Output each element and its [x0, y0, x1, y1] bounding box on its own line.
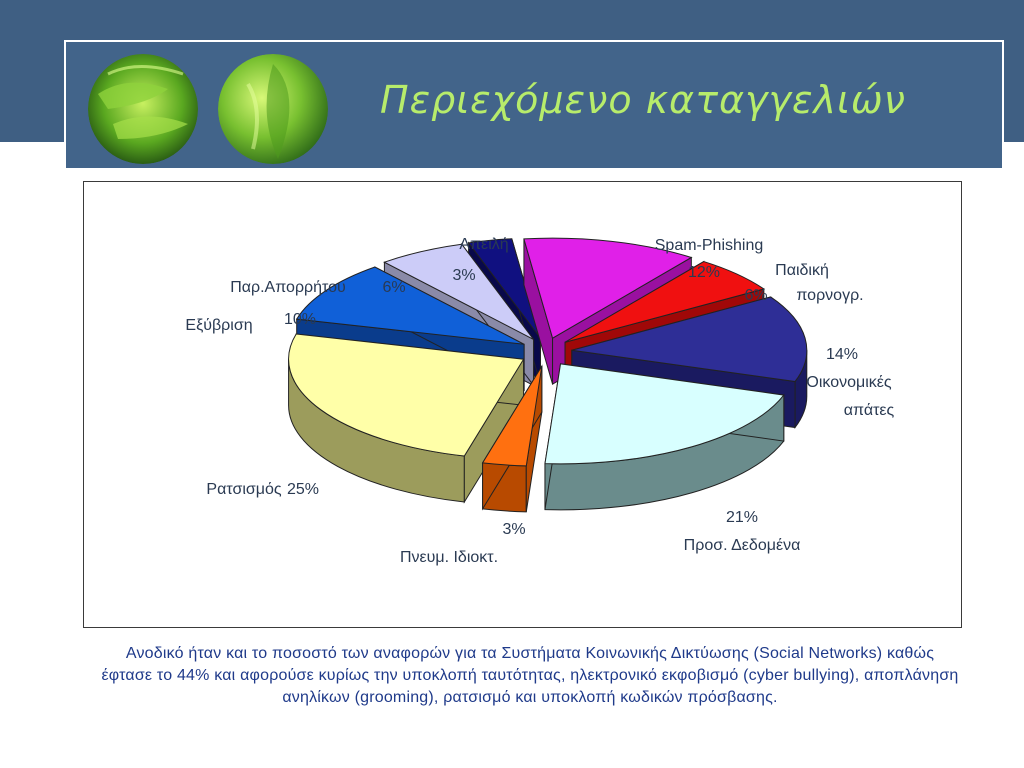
pie-slice-top — [544, 363, 785, 465]
slice-category-label: Παρ.Απορρήτου — [230, 279, 346, 296]
pie-slice — [481, 364, 543, 513]
chart-frame: Spam-Phishing 12% Παιδική πορνογρ. 6% 14% Οικο… — [83, 181, 962, 628]
slice-category-label: Ρατσισμός — [206, 481, 281, 498]
slice-percent-label: 14% — [826, 346, 858, 363]
slice-percent-label: 3% — [452, 267, 475, 284]
pie-slice-top — [288, 333, 525, 457]
pie-slice-top — [564, 261, 766, 343]
green-leaf-image — [218, 54, 328, 164]
green-leaf-image — [88, 54, 198, 164]
slice-category-label: Προσ. Δεδομένα — [684, 537, 801, 554]
pie-slice-top — [383, 243, 534, 340]
slice-category-label: Παιδική — [775, 262, 829, 279]
pie-slice — [288, 333, 525, 504]
slice-category-label: Πνευμ. Ιδιοκτ. — [400, 549, 498, 566]
pie-slice-top — [467, 238, 541, 339]
slice-percent-label: 6% — [744, 287, 767, 304]
slice-percent-label: 10% — [284, 311, 316, 328]
slide-title: Περιεχόμενο καταγγελιών — [380, 78, 906, 122]
slice-percent-label: 6% — [382, 279, 405, 296]
pie-chart: Spam-Phishing 12% Παιδική πορνογρ. 6% 14% Οικο… — [185, 236, 895, 566]
slice-category-label: Απειλή — [459, 236, 508, 253]
slice-category-label: Εξύβριση — [185, 317, 252, 334]
slice-percent-label: 21% — [726, 509, 758, 526]
slice-percent-label: 3% — [502, 521, 525, 538]
slice-category-label: απάτες — [844, 402, 895, 419]
pie-slice — [544, 363, 785, 511]
pie-slice-top — [481, 365, 543, 467]
slice-category-label: Οικονομικές — [806, 374, 892, 391]
slice-category-label: Spam-Phishing — [655, 237, 764, 254]
slice-percent-label: 12% — [688, 264, 720, 281]
slice-category-label: πορνογρ. — [796, 287, 863, 304]
slice-percent-label: 25% — [287, 481, 319, 498]
slide-caption: Ανοδικό ήταν και το ποσοστό των αναφορών… — [101, 645, 959, 706]
pie-slice-top — [295, 266, 525, 345]
pie-slice-top — [571, 296, 808, 383]
pie-slice-top — [523, 237, 693, 339]
